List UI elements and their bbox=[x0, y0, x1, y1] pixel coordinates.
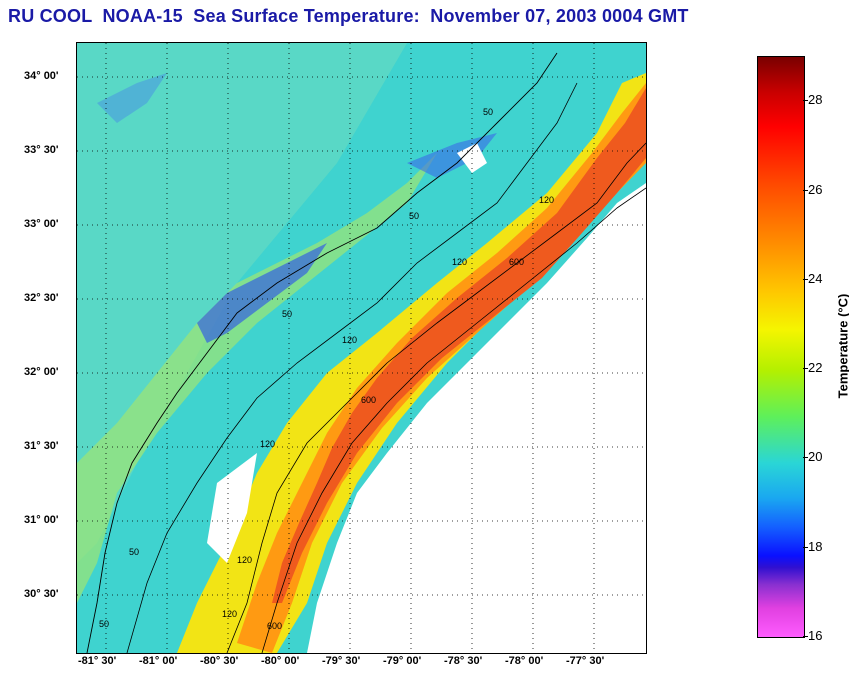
cloud-patch-1 bbox=[207, 453, 257, 563]
colorbar-tick bbox=[803, 100, 808, 101]
colorbar-tick bbox=[803, 368, 808, 369]
colorbar-tick bbox=[803, 547, 808, 548]
isobath-50 bbox=[126, 82, 578, 653]
no-data-region bbox=[307, 183, 646, 653]
contour-labels: 50 50 50 50 50 120 120 120 120 120 120 6… bbox=[99, 107, 554, 631]
lat-label: 30° 30' bbox=[24, 588, 59, 600]
graticule bbox=[77, 43, 646, 653]
shelf-water-region bbox=[77, 43, 407, 563]
contour-label: 120 bbox=[260, 439, 275, 449]
contour-label: 120 bbox=[237, 555, 252, 565]
contour-label: 600 bbox=[361, 395, 376, 405]
isobath-120 bbox=[226, 142, 646, 653]
colorbar-tick-label: 28 bbox=[808, 92, 823, 107]
contour-label: 50 bbox=[282, 309, 292, 319]
lon-label: -81° 00' bbox=[139, 655, 178, 667]
sst-green-band bbox=[77, 153, 437, 603]
lat-label: 31° 00' bbox=[24, 514, 59, 526]
contour-label: 50 bbox=[483, 107, 493, 117]
contour-label: 50 bbox=[409, 211, 419, 221]
contour-label: 120 bbox=[452, 257, 467, 267]
colorbar-label: Temperature (°C) bbox=[835, 293, 849, 399]
lat-label: 31° 30' bbox=[24, 440, 59, 452]
sst-map[interactable]: 50 50 50 50 50 120 120 120 120 120 120 6… bbox=[76, 42, 647, 654]
colorbar-tick bbox=[803, 279, 808, 280]
page-title: RU COOL NOAA-15 Sea Surface Temperature:… bbox=[8, 6, 689, 26]
contour-label: 600 bbox=[267, 621, 282, 631]
colorbar-tick bbox=[803, 190, 808, 191]
colorbar-tick bbox=[803, 457, 808, 458]
sst-map-canvas: 50 50 50 50 50 120 120 120 120 120 120 6… bbox=[77, 43, 646, 653]
lon-label: -81° 30' bbox=[78, 655, 117, 667]
lat-label: 33° 30' bbox=[24, 144, 59, 156]
lon-label: -79° 30' bbox=[322, 655, 361, 667]
lat-label: 32° 00' bbox=[24, 366, 59, 378]
colorbar-tick-label: 22 bbox=[808, 360, 823, 375]
colorbar bbox=[757, 56, 805, 638]
colorbar-tick-label: 16 bbox=[808, 628, 823, 643]
colorbar-tick bbox=[803, 636, 808, 637]
colorbar-tick-label: 24 bbox=[808, 271, 823, 286]
colorbar-tick-label: 18 bbox=[808, 539, 823, 554]
contour-label: 600 bbox=[509, 257, 524, 267]
isobath-600 bbox=[261, 187, 646, 653]
colorbar-tick-label: 26 bbox=[808, 182, 823, 197]
contour-label: 120 bbox=[342, 335, 357, 345]
contour-label: 120 bbox=[222, 609, 237, 619]
lon-label: -80° 00' bbox=[261, 655, 300, 667]
colorbar-tick-label: 20 bbox=[808, 449, 823, 464]
coastline bbox=[86, 52, 558, 653]
cold-patch-3 bbox=[97, 73, 167, 123]
lat-label: 33° 00' bbox=[24, 218, 59, 230]
cold-patch-1 bbox=[197, 243, 327, 343]
lat-label: 32° 30' bbox=[24, 292, 59, 304]
lon-label: -77° 30' bbox=[566, 655, 605, 667]
contour-label: 50 bbox=[129, 547, 139, 557]
lon-label: -79° 00' bbox=[383, 655, 422, 667]
lon-label: -78° 30' bbox=[444, 655, 483, 667]
contour-label: 50 bbox=[99, 619, 109, 629]
lon-label: -80° 30' bbox=[200, 655, 239, 667]
lon-label: -78° 00' bbox=[505, 655, 544, 667]
lat-label: 34° 00' bbox=[24, 70, 59, 82]
contour-label: 120 bbox=[539, 195, 554, 205]
